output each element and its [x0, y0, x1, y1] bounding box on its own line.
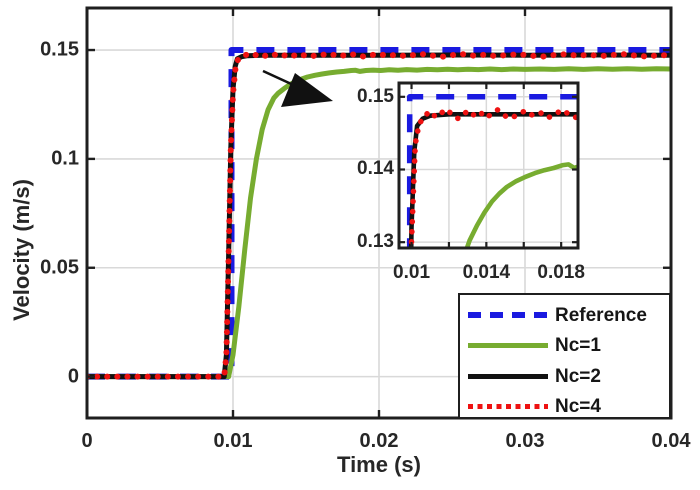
x-axis-title: Time (s) [337, 452, 421, 477]
nc4-line-sample-icon [468, 404, 548, 410]
legend-item-reference: Reference [460, 300, 669, 331]
inset-tick-marks [399, 83, 578, 248]
inset-axes-border [397, 81, 580, 250]
arrow-head-icon [281, 73, 333, 107]
nc1-line-sample-icon [468, 343, 548, 349]
main-series [87, 47, 671, 380]
inset-series [406, 94, 578, 248]
legend-item-nc4: Nc=4 [460, 392, 669, 423]
series-nc4-line [87, 50, 671, 380]
inset-background [399, 83, 578, 248]
legend-label: Nc=1 [555, 335, 601, 357]
legend-item-nc2: Nc=2 [460, 361, 669, 392]
series-nc4-line [408, 106, 578, 248]
reference-line-sample-icon [468, 312, 548, 319]
legend-label: Nc=4 [555, 396, 601, 418]
zoom-annotation-arrow [262, 69, 333, 107]
nc2-line-sample-icon [468, 373, 548, 379]
y-axis-title: Velocity (m/s) [9, 179, 34, 321]
legend-item-nc1: Nc=1 [460, 331, 669, 362]
legend-label: Nc=2 [555, 365, 601, 387]
legend: Reference Nc=1 Nc=2 Nc=4 [458, 293, 671, 419]
series-nc2-line [408, 112, 578, 248]
legend-label: Reference [555, 304, 647, 326]
series-nc1-line [87, 66, 671, 380]
